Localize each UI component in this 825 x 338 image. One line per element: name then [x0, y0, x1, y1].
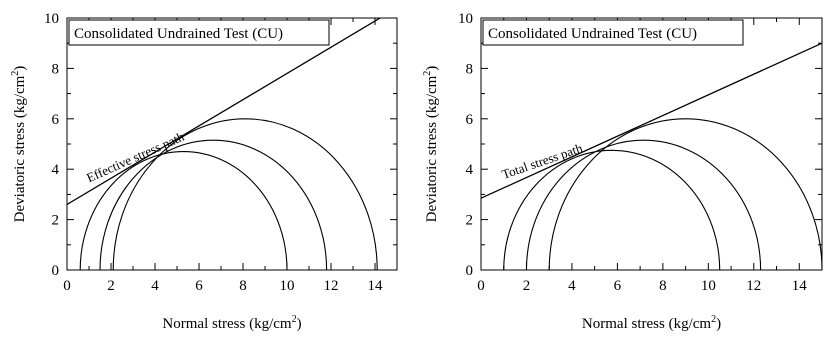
y-tick-label: 8: [52, 61, 60, 77]
x-tick-label: 2: [107, 278, 115, 294]
y-axis-title-sup: 2: [422, 71, 433, 76]
x-tick-label: 14: [368, 278, 384, 294]
y-axis-title-close: ): [424, 66, 440, 71]
plot-area: [67, 18, 382, 270]
x-axis-title: Normal stress (kg/cm2): [582, 314, 721, 332]
plot-area: [481, 42, 822, 270]
stress-path-annotation: Effective stress path: [84, 129, 187, 186]
y-tick-label: 4: [466, 162, 474, 178]
y-tick-label: 6: [52, 112, 60, 128]
y-tick-label: 10: [44, 11, 59, 27]
x-tick-label: 4: [151, 278, 159, 294]
x-axis-title: Normal stress (kg/cm2): [162, 314, 301, 332]
x-tick-label: 12: [324, 278, 339, 294]
x-tick-label: 12: [746, 278, 761, 294]
y-tick-label: 2: [52, 213, 60, 229]
y-tick-label: 0: [52, 263, 60, 279]
plot-frame: [480, 17, 823, 271]
chart-effective-stress: 0 2 4 6 8 10 12 14 0 2 4 6 8 10 Consolidated Undrained…: [10, 11, 398, 332]
chart-title: Consolidated Undrained Test (CU): [488, 26, 697, 42]
stress-path-annotation: Total stress path: [500, 140, 585, 182]
y-axis-title-main: Deviatoric stress (kg/cm: [12, 75, 28, 222]
y-tick-label: 2: [466, 213, 474, 229]
mohr-circle-1: [79, 151, 288, 270]
y-axis-title-sup: 2: [10, 71, 21, 76]
y-tick-label: 4: [52, 162, 60, 178]
y-tick-label: 8: [466, 61, 474, 77]
x-tick-label: 0: [477, 278, 485, 294]
x-tick-label: 10: [701, 278, 716, 294]
mohr-circle-3: [548, 118, 822, 270]
x-axis-title-main: Normal stress (kg/cm: [162, 316, 291, 332]
x-axis-title-main: Normal stress (kg/cm: [582, 316, 711, 332]
x-tick-label: 14: [792, 278, 808, 294]
mohr-circle-2: [525, 140, 762, 270]
x-tick-label: 4: [568, 278, 576, 294]
x-tick-label: 8: [239, 278, 247, 294]
chart-title-box: [68, 19, 330, 46]
y-axis-title: Deviatoric stress (kg/cm2): [10, 66, 28, 223]
x-tick-label: 2: [523, 278, 531, 294]
x-axis-title-close: ): [716, 316, 721, 332]
failure-envelope-line: [481, 42, 822, 199]
mohr-circle-2: [99, 139, 328, 270]
x-tick-label: 8: [659, 278, 667, 294]
failure-envelope-line: [67, 18, 382, 206]
chart-total-stress: 0 2 4 6 8 10 12 14 0 2 4 6 8 10 Consolidated Undrained…: [422, 11, 823, 332]
x-tick-label: 10: [280, 278, 295, 294]
x-axis-title-close: ): [297, 316, 302, 332]
y-tick-label: 10: [458, 11, 473, 27]
y-axis-title-main: Deviatoric stress (kg/cm: [424, 75, 440, 222]
x-axis-title-sup: 2: [711, 314, 716, 325]
x-axis-title-sup: 2: [292, 314, 297, 325]
mohr-circle-3: [112, 118, 378, 270]
y-axis-title: Deviatoric stress (kg/cm2): [422, 66, 440, 223]
y-tick-label: 6: [466, 112, 474, 128]
plot-frame: [66, 17, 398, 271]
x-tick-label: 6: [195, 278, 203, 294]
x-tick-label: 0: [63, 278, 71, 294]
x-tick-label: 6: [614, 278, 622, 294]
mohr-circle-1: [503, 149, 721, 270]
chart-title-box: [482, 19, 744, 46]
chart-title: Consolidated Undrained Test (CU): [74, 26, 283, 42]
y-tick-label: 0: [466, 263, 474, 279]
y-axis-title-close: ): [12, 66, 28, 71]
